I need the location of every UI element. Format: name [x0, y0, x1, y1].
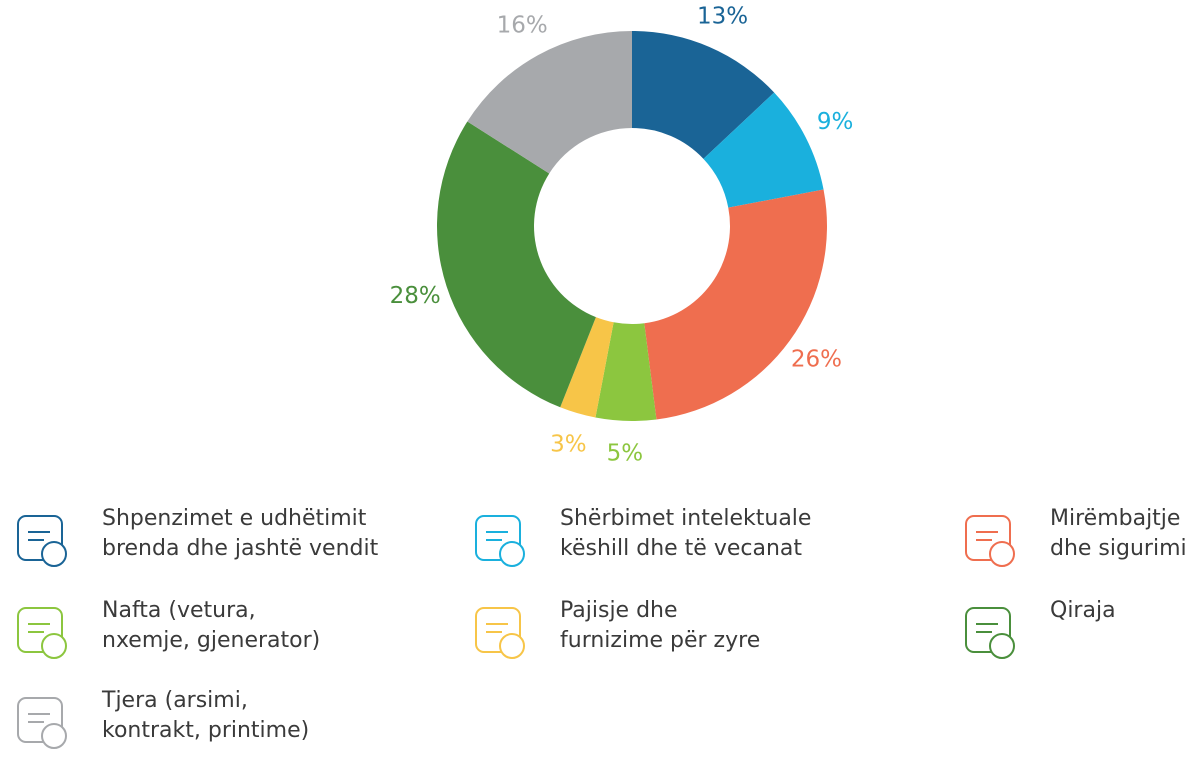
legend-label: Tjera (arsimi, kontrakt, printime)	[102, 688, 310, 743]
legend-label: Shërbimet intelektuale këshill dhe të ve…	[560, 506, 812, 561]
icon-shape	[989, 541, 1015, 567]
value-label: 28%	[390, 283, 441, 309]
donut-segment	[632, 31, 775, 159]
legend-icon	[475, 607, 525, 659]
icon-shape	[499, 633, 525, 659]
donut-segment	[467, 31, 632, 174]
legend-item: Nafta (vetura, nxemje, gjenerator)	[10, 598, 320, 664]
legend-label: Nafta (vetura, nxemje, gjenerator)	[102, 598, 321, 653]
icon-shape	[499, 541, 525, 567]
icon-shape	[17, 515, 63, 561]
legend-icon	[965, 607, 1015, 659]
icon-shape	[475, 515, 521, 561]
icon-shape	[41, 541, 67, 567]
legend-item: Shërbimet intelektuale këshill dhe të ve…	[468, 506, 811, 572]
legend-item: Pajisje dhe furnizime për zyre	[468, 598, 760, 664]
donut-segment	[436, 121, 596, 408]
legend-icon	[17, 515, 67, 567]
icon-shape	[17, 697, 63, 743]
legend-item: Qiraja	[958, 598, 1116, 664]
donut-segment	[595, 322, 657, 422]
legend-item: Mirëmbajtje dhe sigurimi	[958, 506, 1187, 572]
legend-label: Qiraja	[1050, 598, 1116, 623]
icon-shape	[41, 633, 67, 659]
value-label: 9%	[817, 109, 854, 135]
legend-item: Shpenzimet e udhëtimit brenda dhe jashtë…	[10, 506, 378, 572]
value-label: 13%	[697, 3, 748, 29]
donut-segment	[703, 92, 824, 208]
donut-chart: 13% 9% 26% 5% 3% 28% 16%	[390, 3, 854, 466]
legend-label: Pajisje dhe furnizime për zyre	[560, 598, 761, 653]
legend-icon	[475, 515, 525, 567]
value-label: 26%	[791, 347, 842, 373]
donut-segment	[560, 317, 614, 418]
value-label: 3%	[550, 431, 587, 457]
donut-segment	[644, 189, 828, 420]
legend-icon	[17, 697, 67, 749]
value-label: 16%	[497, 13, 548, 39]
legend-icon	[965, 515, 1015, 567]
icon-shape	[965, 515, 1011, 561]
icon-shape	[475, 607, 521, 653]
value-label: 5%	[607, 440, 644, 466]
legend-label: Mirëmbajtje dhe sigurimi	[1050, 506, 1187, 561]
icon-shape	[41, 723, 67, 749]
legend-icon	[17, 607, 67, 659]
icon-shape	[965, 607, 1011, 653]
icon-shape	[989, 633, 1015, 659]
legend-item: Tjera (arsimi, kontrakt, printime)	[10, 688, 309, 754]
legend-label: Shpenzimet e udhëtimit brenda dhe jashtë…	[102, 506, 379, 561]
icon-shape	[17, 607, 63, 653]
